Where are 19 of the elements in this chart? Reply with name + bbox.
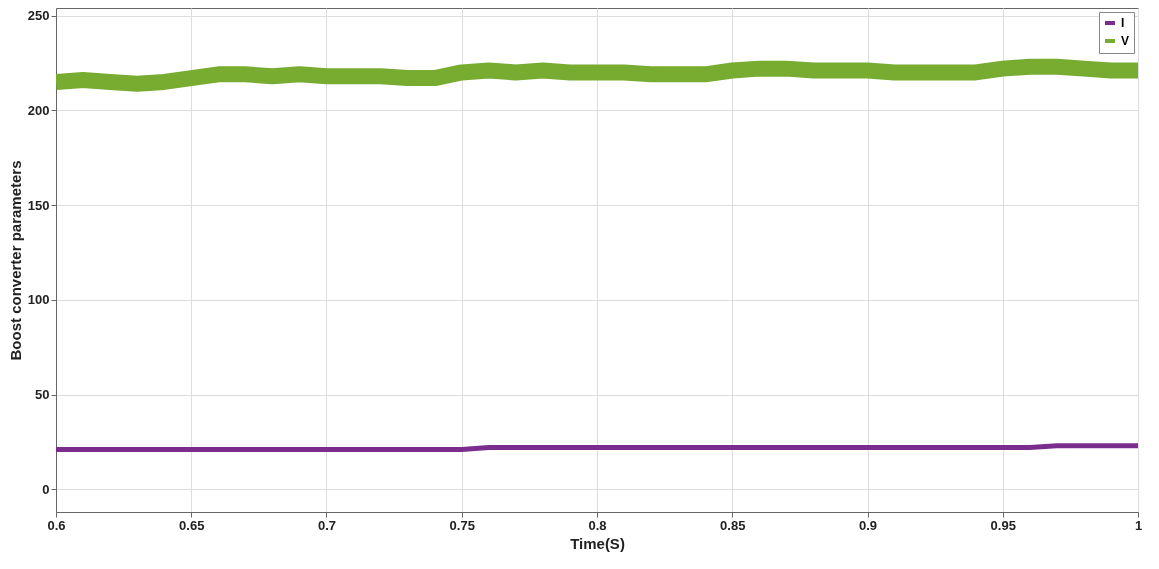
- x-tick-label: 0.6: [47, 517, 66, 533]
- x-tick-label: 0.9: [858, 517, 878, 533]
- legend-label: I: [1121, 16, 1125, 30]
- y-tick-label: 0: [42, 481, 50, 497]
- x-tick-label: 0.85: [720, 517, 746, 533]
- x-tick-label: 0.7: [317, 517, 337, 533]
- legend-label: V: [1121, 34, 1130, 48]
- y-tick-label: 200: [27, 102, 50, 118]
- x-axis-title: Time(S): [570, 534, 625, 552]
- x-tick-label: 0.75: [449, 517, 475, 533]
- y-tick-label: 250: [27, 8, 50, 24]
- y-tick-label: 100: [27, 292, 50, 308]
- x-tick-label: 0.65: [179, 517, 205, 533]
- y-axis-title: Boost converter parameters: [6, 160, 24, 361]
- x-tick-label: 0.95: [990, 517, 1016, 533]
- y-tick-label: 50: [35, 387, 50, 403]
- y-tick-label: 150: [27, 197, 50, 213]
- x-tick-label: 0.8: [588, 517, 607, 533]
- x-tick-label: 1: [1134, 517, 1143, 533]
